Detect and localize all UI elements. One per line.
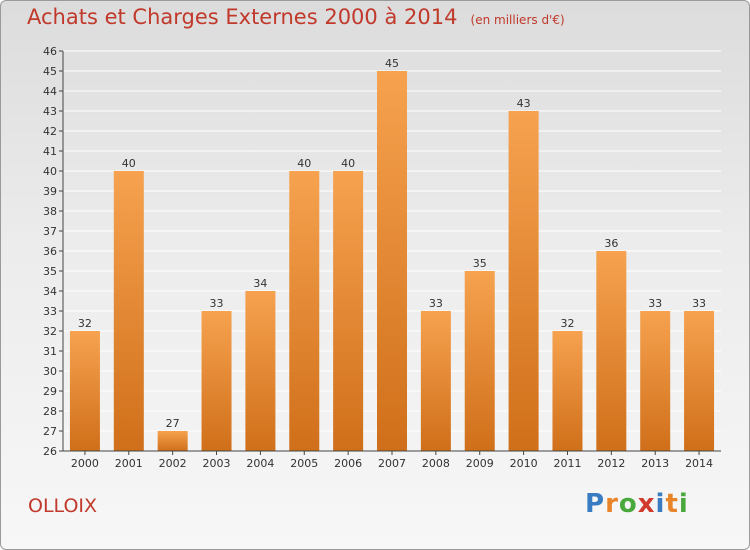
data-label: 32: [560, 317, 574, 330]
chart-title: Achats et Charges Externes 2000 à 2014: [27, 5, 458, 29]
x-tick-label: 2011: [553, 457, 581, 470]
y-tick-label: 32: [43, 325, 57, 338]
bar: [157, 431, 188, 451]
bar: [684, 311, 715, 451]
data-label: 33: [648, 297, 662, 310]
data-label: 35: [473, 257, 487, 270]
bar: [333, 171, 364, 451]
data-label: 43: [517, 97, 531, 110]
chart-title-block: Achats et Charges Externes 2000 à 2014 (…: [27, 5, 565, 29]
x-tick-label: 2002: [159, 457, 187, 470]
x-tick-label: 2010: [510, 457, 538, 470]
bar: [289, 171, 320, 451]
bar: [420, 311, 451, 451]
x-tick-label: 2007: [378, 457, 406, 470]
data-label: 45: [385, 57, 399, 70]
x-tick-label: 2014: [685, 457, 713, 470]
data-label: 27: [166, 417, 180, 430]
data-label: 33: [210, 297, 224, 310]
y-tick-label: 29: [43, 385, 57, 398]
bar: [201, 311, 232, 451]
y-tick-label: 37: [43, 225, 57, 238]
logo-letter: x: [637, 489, 656, 519]
axes-layer: [59, 50, 721, 455]
data-label: 34: [253, 277, 267, 290]
bar: [377, 71, 407, 451]
logo-letter: i: [655, 489, 666, 519]
logo-letter: i: [678, 489, 689, 519]
labels-layer: 26 27 28 29 30 31 32 33 34 35 36 37 38 39 40 41 42 43 44 45…: [43, 45, 713, 470]
x-tick-label: 2012: [597, 457, 625, 470]
y-tick-label: 39: [43, 185, 57, 198]
x-tick-label: 2003: [203, 457, 231, 470]
commune-name: OLLOIX: [28, 495, 98, 517]
y-tick-label: 41: [43, 145, 57, 158]
x-tick-label: 2009: [466, 457, 494, 470]
data-label: 33: [692, 297, 706, 310]
bar: [596, 251, 627, 451]
x-tick-label: 2005: [290, 457, 318, 470]
y-tick-label: 26: [43, 445, 57, 458]
y-tick-label: 43: [43, 105, 57, 118]
y-tick-label: 45: [43, 65, 57, 78]
logo-letter: P: [585, 489, 606, 519]
x-tick-label: 2001: [115, 457, 143, 470]
y-tick-label: 35: [43, 265, 57, 278]
bar: [69, 331, 100, 451]
y-tick-label: 30: [43, 365, 57, 378]
bar: [508, 111, 539, 451]
y-tick-label: 38: [43, 205, 57, 218]
y-tick-label: 31: [43, 345, 57, 358]
y-tick-label: 46: [43, 45, 57, 58]
y-tick-label: 40: [43, 165, 57, 178]
logo-letter: t: [665, 489, 679, 519]
logo-letter: r: [605, 489, 619, 519]
bar: [245, 291, 276, 451]
bar: [464, 271, 495, 451]
bars-layer: [69, 71, 715, 451]
x-tick-label: 2004: [246, 457, 274, 470]
x-tick-label: 2006: [334, 457, 362, 470]
y-tick-label: 36: [43, 245, 57, 258]
data-label: 40: [297, 157, 311, 170]
chart-unit: (en milliers d'€): [470, 13, 565, 27]
data-label: 40: [341, 157, 355, 170]
y-tick-label: 28: [43, 405, 57, 418]
y-tick-label: 44: [43, 85, 57, 98]
y-tick-label: 34: [43, 285, 57, 298]
y-tick-label: 27: [43, 425, 57, 438]
y-tick-label: 33: [43, 305, 57, 318]
x-tick-label: 2013: [641, 457, 669, 470]
logo-letter: o: [618, 489, 638, 519]
data-label: 36: [604, 237, 618, 250]
x-tick-label: 2000: [71, 457, 99, 470]
x-tick-label: 2008: [422, 457, 450, 470]
bar: [640, 311, 671, 451]
data-label: 33: [429, 297, 443, 310]
y-tick-label: 42: [43, 125, 57, 138]
proxiti-logo: Proxiti: [585, 489, 689, 519]
bar: [552, 331, 583, 451]
data-label: 32: [78, 317, 92, 330]
bar: [113, 171, 144, 451]
data-label: 40: [122, 157, 136, 170]
